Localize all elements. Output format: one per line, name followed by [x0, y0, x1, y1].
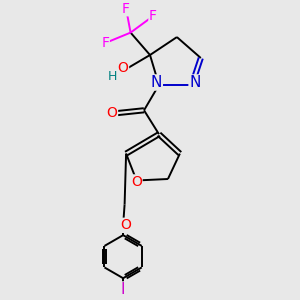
Text: F: F	[149, 9, 157, 23]
Text: O: O	[106, 106, 118, 120]
Text: H: H	[107, 70, 117, 83]
Text: N: N	[151, 75, 162, 90]
Text: F: F	[101, 36, 109, 50]
Text: F: F	[122, 2, 130, 16]
Text: O: O	[131, 175, 142, 189]
Text: N: N	[189, 75, 200, 90]
Text: O: O	[121, 218, 131, 232]
Text: O: O	[118, 61, 128, 75]
Text: I: I	[121, 282, 125, 297]
